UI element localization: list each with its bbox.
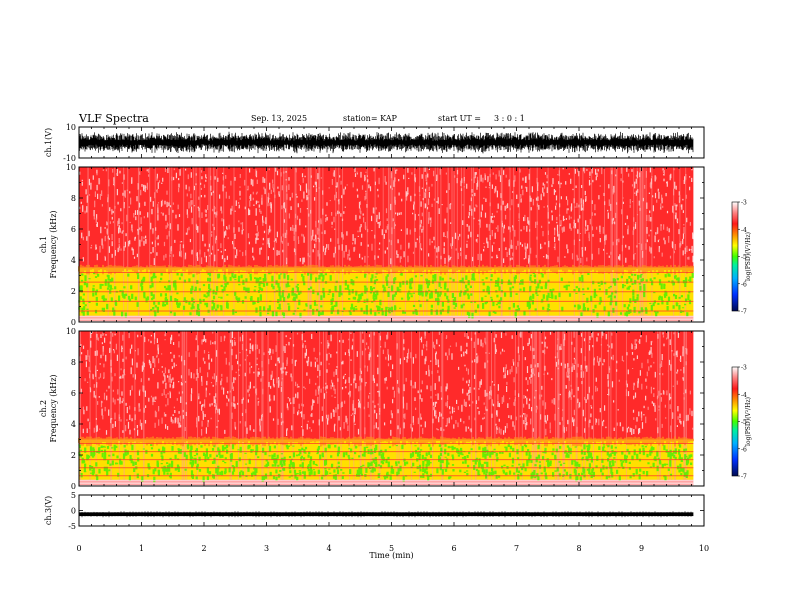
ch2-spectrogram-ylabel-channel: ch.2 [39,400,48,417]
ch2-spectrogram-ytick-label: 6 [71,389,76,398]
ch3-waveform-ytick-label: 0 [71,507,76,516]
ch1-spectrogram-ytick-label: 0 [71,318,76,327]
plot-date: Sep. 13, 2025 [251,114,308,123]
ch1-spectrogram-ylabel-freq: Frequency (kHz) [49,210,58,278]
ch1-spectrogram-colorbar-tick-label: -5 [741,254,747,261]
ch1-spectrogram-ytick-label: 2 [71,287,76,296]
time-axis-label: Time (min) [369,551,413,560]
ch1-waveform-panel: 10 -10 ch.1(V) [44,123,705,163]
time-tick-label: 10 [699,544,709,553]
ch2-spectrogram-ytick-label: 8 [71,358,76,367]
time-tick-label: 9 [639,544,644,553]
time-tick-label: 4 [326,544,331,553]
ch3-waveform-ylabel: ch.3(V) [44,496,53,525]
ch1-spectrogram-ytick-label: 4 [71,256,76,265]
ch1-waveform-ytick-label: 10 [66,123,76,132]
time-axis: 0 1 2 3 4 5 6 7 8 9 10 Time (min) [76,544,709,560]
ch2-spectrogram-ytick-label: 2 [71,451,76,460]
time-tick-label: 2 [201,544,206,553]
ch1-waveform-ytick-label: -10 [63,154,76,163]
ch2-spectrogram-colorbar-label: log(PSD)(V²/Hz) [745,397,752,446]
ch2-spectrogram-colorbar-scale [731,366,739,477]
ch1-spectrogram-colorbar-scale [731,201,739,312]
ch1-spectrogram-panel: 0 2 4 6 8 10 ch.1 Frequency (kHz) [39,163,705,327]
ch1-spectrogram-ytick-label: 6 [71,225,76,234]
time-tick-label: 0 [76,544,81,553]
plot-title: VLF Spectra [79,112,149,125]
ch3-waveform-frame [78,494,705,527]
time-tick-label: 1 [139,544,144,553]
time-tick-label: 5 [389,544,394,553]
ch2-spectrogram-ytick-label: 10 [66,327,76,336]
ch1-waveform-ylabel: ch.1(V) [44,128,53,157]
ch1-spectrogram-ytick-label: 8 [71,194,76,203]
time-tick-label: 7 [514,544,519,553]
ch2-spectrogram-panel: 0 2 4 6 8 10 ch.2 Frequency (kHz) [39,327,705,491]
ch3-waveform-panel: 5 0 -5 ch.3(V) [44,491,705,531]
ch1-spectrogram-colorbar-label: log(PSD)(V²/Hz) [745,232,752,281]
ch2-spectrogram-impulse-streaks [79,331,687,486]
plot-start-time: 3 : 0 : 1 [494,114,525,123]
ch2-spectrogram-ytick-label: 0 [71,482,76,491]
ch1-spectrogram-colorbar-tick-label: -7 [741,309,747,316]
ch2-spectrogram-band-low [79,479,694,486]
plot-start-label: start UT = [438,114,481,123]
ch1-spectrogram-ylabel-channel: ch.1 [39,236,48,253]
ch3-waveform-trace [79,512,694,517]
ch2-spectrogram-colorbar-tick-label: -4 [741,392,747,399]
time-tick-label: 3 [264,544,269,553]
ch2-spectrogram-ytick-label: 4 [71,420,76,429]
ch2-spectrogram-colorbar-tick-label: -3 [741,365,747,372]
ch1-spectrogram-band-low [79,315,694,322]
ch1-spectrogram-ytick-label: 10 [66,163,76,172]
ch1-spectrogram-colorbar-tick-label: -3 [741,200,747,207]
ch2-spectrogram-colorbar-tick-label: -6 [741,446,747,453]
ch1-waveform-trace [78,131,694,154]
time-tick-label: 6 [451,544,456,553]
ch2-colorbar: -3 -4 -5 -6 -7 log(PSD)(V²/Hz) [731,365,752,481]
ch1-colorbar: -3 -4 -5 -6 -7 log(PSD)(V²/Hz) [731,200,752,316]
ch3-waveform-ytick-label: -5 [68,522,76,531]
ch1-spectrogram-colorbar-tick-label: -4 [741,227,747,234]
plot-station: station= KAP [343,114,397,123]
ch2-spectrogram-colorbar-tick-label: -5 [741,419,747,426]
ch2-spectrogram-colorbar-tick-label: -7 [741,474,747,481]
ch2-spectrogram-ylabel-freq: Frequency (kHz) [49,374,58,442]
ch3-waveform-ytick-label: 5 [71,491,76,500]
time-tick-label: 8 [576,544,581,553]
ch1-spectrogram-colorbar-tick-label: -6 [741,281,747,288]
ch1-spectrogram-impulse-streaks [87,167,687,322]
